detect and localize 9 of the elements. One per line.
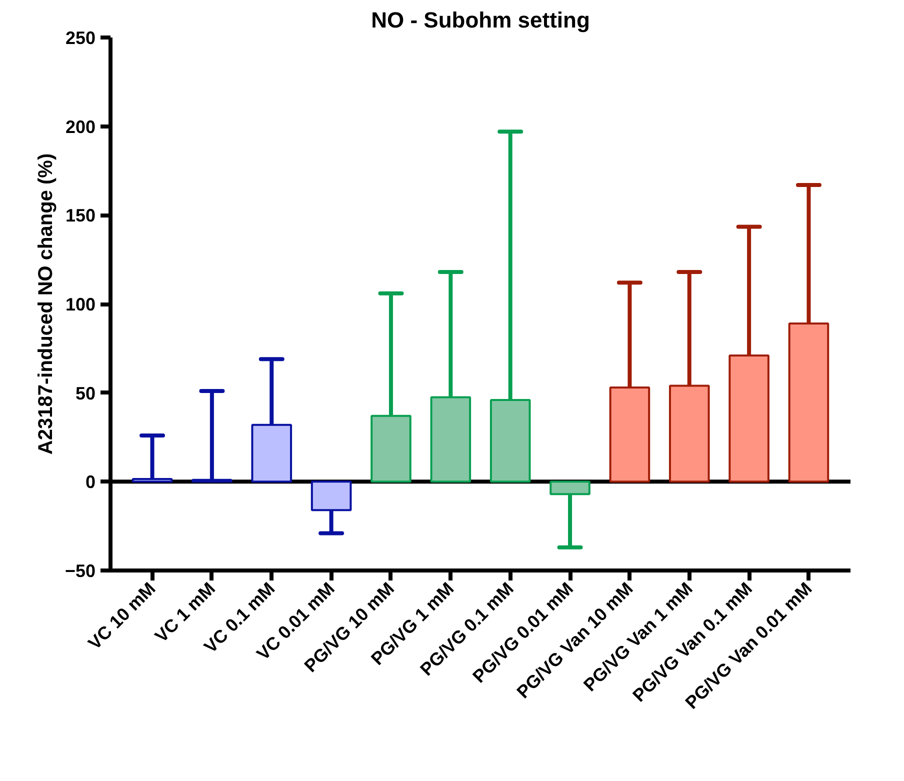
- y-tick-label: 50: [75, 383, 96, 404]
- y-tick-label: 250: [65, 28, 96, 48]
- y-tick-label: 0: [85, 472, 96, 492]
- y-axis-title: A23187-induced NO change (%): [34, 153, 57, 455]
- y-tick-label: 100: [65, 294, 96, 314]
- y-tick-label: 150: [65, 206, 96, 226]
- y-tick-label: −50: [64, 561, 96, 581]
- y-tick-label: 200: [65, 116, 96, 137]
- chart-title: NO - Subohm setting: [371, 8, 590, 32]
